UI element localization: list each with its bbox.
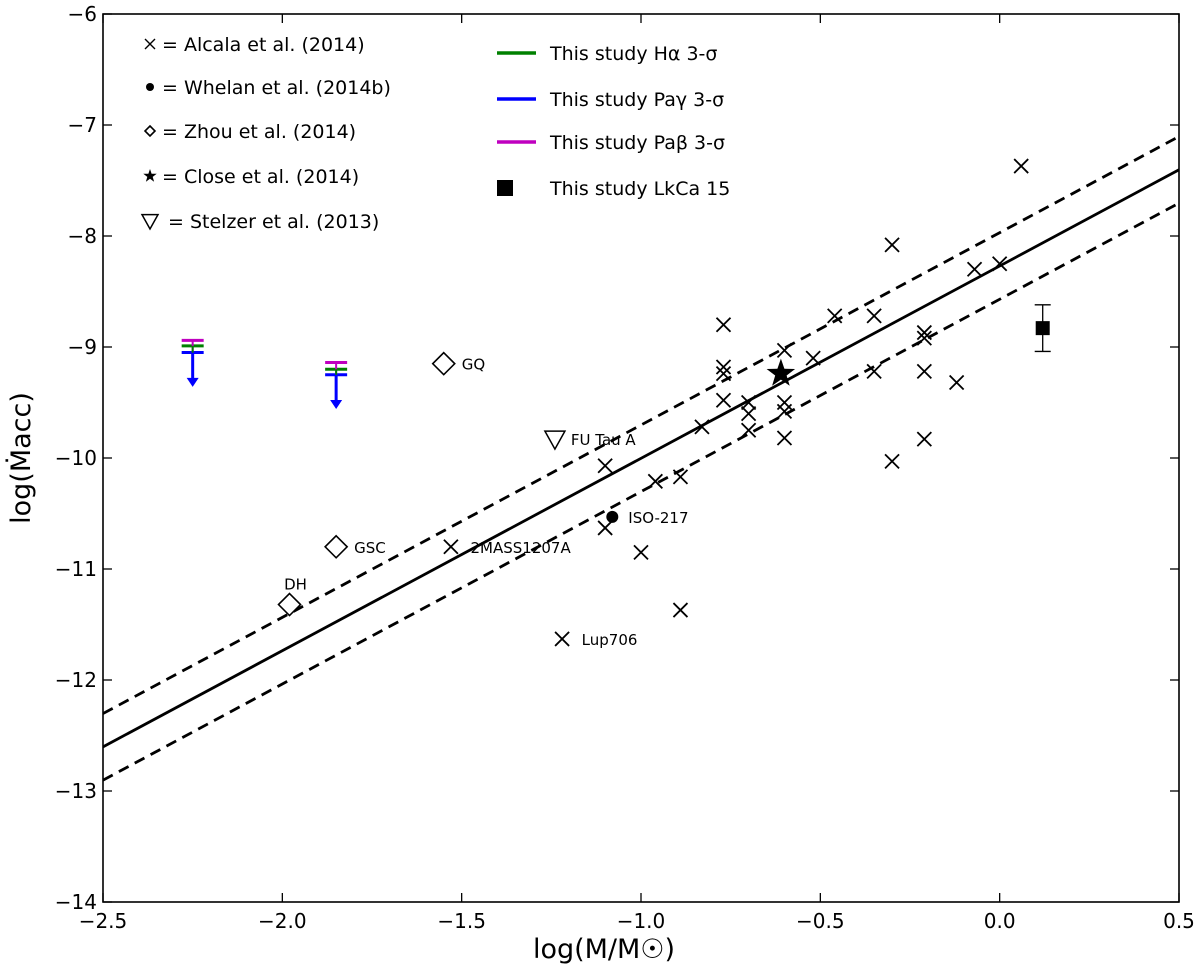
legend-circle-marker <box>146 83 154 91</box>
alcala-point <box>672 469 689 485</box>
legend-left-label: = Close et al. (2014) <box>162 166 359 188</box>
alcala-point <box>554 631 570 647</box>
zhou-point-label: GQ <box>462 356 485 374</box>
point-label: Lup706 <box>582 631 638 649</box>
x-axis-title: log(M/M☉) <box>533 934 675 965</box>
alcala-point <box>715 317 732 333</box>
legend-diamond-marker <box>143 124 157 138</box>
legend-left-label: = Whelan et al. (2014b) <box>162 77 391 99</box>
alcala-point <box>715 392 732 408</box>
alcala-point <box>672 602 689 618</box>
alcala-point <box>740 422 757 438</box>
legend-right-label: This study Paβ 3-σ <box>549 132 725 154</box>
legend-right-label: This study LkCa 15 <box>549 178 730 200</box>
legend-x-marker <box>144 38 156 50</box>
y-axis-title: log(Ṁacc) <box>5 392 37 524</box>
alcala-point <box>633 544 649 560</box>
zhou-point <box>324 534 349 559</box>
alcala-point <box>715 359 732 375</box>
alcala-point <box>866 308 882 324</box>
legend-left-label: = Alcala et al. (2014) <box>162 34 365 56</box>
y-tick-label: −11 <box>55 557 97 581</box>
alcala-point <box>884 237 900 253</box>
legend-star-marker <box>143 169 157 182</box>
fit-upper-dashed <box>103 135 1179 715</box>
x-tick-label: −2.5 <box>79 909 128 933</box>
point-label: FU Tau A <box>571 431 637 449</box>
alcala-point <box>776 342 793 358</box>
y-tick-label: −10 <box>55 446 97 470</box>
y-tick-label: −14 <box>55 890 97 914</box>
alcala-point <box>597 458 613 474</box>
x-tick-label: −1.0 <box>617 909 666 933</box>
alcala-point <box>916 324 932 341</box>
alcala-point <box>966 261 983 277</box>
x-tick-label: −0.5 <box>796 909 845 933</box>
alcala-point <box>866 363 882 380</box>
zhou-point-label: DH <box>284 576 307 594</box>
x-tick-label: −1.5 <box>437 909 486 933</box>
axes: −2.5 −2.0 −1.5 −1.0 −0.5 0.0 0.5 −14 −13 −12 −11 −1… <box>55 2 1195 933</box>
alcala-point <box>948 374 965 391</box>
alcala-point <box>916 363 932 380</box>
alcala-point <box>992 256 1008 272</box>
pagamma-arrow-head <box>186 377 199 387</box>
fit-lines <box>103 135 1179 782</box>
y-tick-label: −12 <box>55 668 97 692</box>
fit-lower-dashed <box>103 201 1179 782</box>
x-tick-label: −2.0 <box>258 909 307 933</box>
legend-right-label: This study Paγ 3-σ <box>549 89 724 111</box>
alcala-point <box>597 520 613 536</box>
alcala-point <box>740 405 757 422</box>
alcala-point <box>776 430 793 446</box>
alcala-point <box>715 366 732 382</box>
y-tick-label: −6 <box>68 2 97 26</box>
legend-left-label: = Stelzer et al. (2013) <box>168 211 379 233</box>
alcala-point <box>740 394 757 411</box>
y-tick-label: −8 <box>68 224 97 248</box>
alcala-point <box>916 431 932 447</box>
legend-triangle-marker <box>140 213 160 231</box>
alcala-point <box>443 539 459 555</box>
alcala-point <box>694 419 710 435</box>
alcala-point <box>776 403 793 420</box>
y-tick-label: −9 <box>68 335 97 359</box>
legend-left-label: = Zhou et al. (2014) <box>162 121 356 143</box>
close-point <box>766 358 796 386</box>
alcala-point <box>805 350 821 366</box>
zhou-point-label: GSC <box>354 539 386 557</box>
whelan-point <box>606 510 619 523</box>
legend: = Alcala et al. (2014) = Whelan et al. (2… <box>140 34 730 233</box>
alcala-point <box>647 473 663 489</box>
legend-right-label: This study Hα 3-σ <box>549 43 717 65</box>
alcala-point <box>884 453 900 469</box>
zhou-point <box>431 351 456 376</box>
point-label: 2MASS1207A <box>470 539 571 557</box>
stelzer-point <box>543 430 567 451</box>
y-tick-label: −7 <box>68 113 97 137</box>
legend-square-marker <box>497 180 513 196</box>
pagamma-arrow-head <box>330 400 343 410</box>
alcala-point <box>827 308 843 324</box>
zhou-point <box>277 592 302 617</box>
alcala-point <box>1013 158 1029 174</box>
x-tick-label: 0.0 <box>984 909 1016 933</box>
fit-line <box>103 168 1179 749</box>
lkca15-point <box>1035 321 1050 336</box>
alcala-point <box>916 330 932 346</box>
y-tick-label: −13 <box>55 779 97 803</box>
point-label: ISO-217 <box>628 509 688 527</box>
data-marks: GQ GSC DH 2MASS1207A Lup706 FU Tau A ISO-217 <box>181 158 1051 649</box>
x-tick-label: 0.5 <box>1163 909 1195 933</box>
